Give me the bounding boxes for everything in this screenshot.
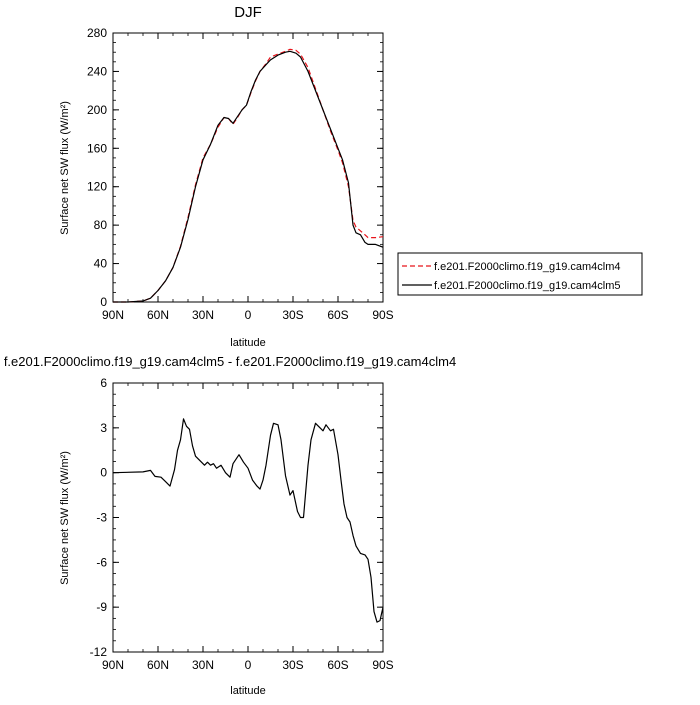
chart-2-frame [112, 382, 384, 653]
y-tick-label: 80 [94, 218, 108, 232]
x-tick-label: 60S [327, 658, 348, 672]
chart-2-series-1-line [112, 418, 384, 623]
y-tick-label: 120 [87, 180, 107, 194]
y-tick-label: 40 [94, 257, 108, 271]
x-tick-label: 30S [282, 308, 303, 322]
chart-1-xlabel: latitude [230, 337, 265, 349]
legend-label-series-2: f.e201.F2000climo.f19_g19.cam4clm5 [434, 280, 621, 292]
legend-label-series-1: f.e201.F2000climo.f19_g19.cam4clm4 [434, 261, 621, 273]
chart-2-plot-area: 90N 60N 30N 0 30S 60S 90S -12 -9 -6 -3 0 3 6 [90, 376, 394, 672]
x-tick-label: 60S [327, 308, 348, 322]
chart-1-title: DJF [234, 4, 262, 21]
x-tick-label: 30N [192, 658, 214, 672]
y-tick-label: -9 [96, 600, 107, 614]
x-tick-label: 90N [102, 658, 124, 672]
legend-box [397, 252, 643, 296]
chart-1-frame [112, 32, 384, 303]
x-tick-label: 30N [192, 308, 214, 322]
x-tick-label: 60N [147, 658, 169, 672]
chart-2-title: f.e201.F2000climo.f19_g19.cam4clm5 - f.e… [4, 354, 456, 369]
x-tick-label: 0 [245, 308, 252, 322]
y-tick-label: -12 [90, 645, 108, 659]
y-tick-label: 6 [100, 376, 107, 390]
chart-1-plot-area: 90N 60N 30N 0 30S 60S 90S 0 40 80 120 160 200 240 280 [87, 26, 394, 322]
chart-2-xlabel: latitude [230, 685, 265, 697]
x-tick-label: 90S [372, 658, 393, 672]
chart-1-series-2-line [113, 50, 384, 303]
y-tick-label: 0 [100, 466, 107, 480]
y-tick-label: 3 [100, 421, 107, 435]
x-tick-label: 90N [102, 308, 124, 322]
y-tick-label: 280 [87, 26, 107, 40]
chart-1-ylabel: Surface net SW flux (W/m²) [59, 101, 71, 235]
y-tick-label: 0 [100, 295, 107, 309]
y-tick-label: -3 [96, 511, 107, 525]
x-tick-label: 60N [147, 308, 169, 322]
y-tick-label: 200 [87, 103, 107, 117]
y-tick-label: -6 [96, 555, 107, 569]
chart-1-legend: f.e201.F2000climo.f19_g19.cam4clm4 f.e20… [397, 252, 643, 296]
x-tick-label: 30S [282, 658, 303, 672]
y-tick-label: 160 [87, 141, 107, 155]
chart-1-series-1-line [113, 48, 384, 303]
chart-2-ylabel: Surface net SW flux (W/m²) [59, 451, 71, 585]
y-tick-label: 240 [87, 64, 107, 78]
x-tick-label: 90S [372, 308, 393, 322]
x-tick-label: 0 [245, 658, 252, 672]
